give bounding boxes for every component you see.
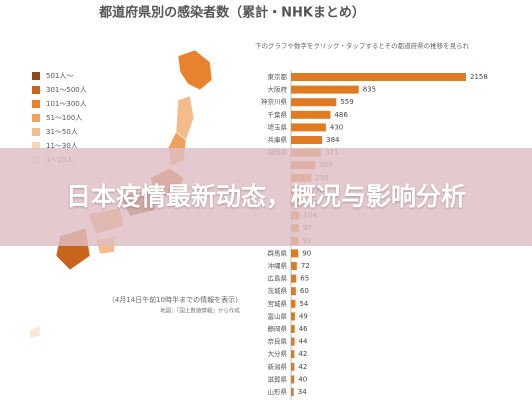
value-label: 44 xyxy=(299,338,308,346)
legend-label: 11～30人 xyxy=(46,142,78,150)
legend-swatch xyxy=(32,86,40,94)
bar xyxy=(291,123,326,132)
value-label: 90 xyxy=(302,249,311,257)
legend-swatch xyxy=(32,142,40,150)
value-label: 486 xyxy=(334,111,348,119)
chart-title: 都道府県別の感染者数（累計・NHKまとめ） xyxy=(98,5,365,21)
category-label: 東京都 xyxy=(268,72,288,81)
bar xyxy=(291,85,359,94)
bar xyxy=(291,312,295,321)
value-label: 430 xyxy=(330,123,343,131)
legend-label: 51～100人 xyxy=(46,114,82,122)
category-label: 群馬県 xyxy=(268,248,288,257)
value-label: 65 xyxy=(300,275,309,283)
bar xyxy=(291,299,296,308)
category-label: 新潟県 xyxy=(268,362,288,371)
value-label: 40 xyxy=(298,375,307,383)
value-label: 46 xyxy=(299,325,308,333)
category-label: 兵庫県 xyxy=(268,135,288,144)
value-label: 384 xyxy=(326,136,340,144)
value-label: 54 xyxy=(299,300,308,308)
category-label: 大阪府 xyxy=(268,85,288,94)
bar xyxy=(291,375,295,384)
value-label: 835 xyxy=(363,86,376,94)
category-label: 大分県 xyxy=(268,349,288,358)
category-label: 滋賀県 xyxy=(268,374,288,383)
legend-swatch xyxy=(32,114,40,122)
category-label: 広島県 xyxy=(268,274,288,283)
category-label: 奈良県 xyxy=(268,337,288,346)
banner: 日本疫情最新动态，概况与影响分析 xyxy=(0,148,532,246)
bar xyxy=(291,362,295,371)
bar xyxy=(291,249,299,258)
category-label: 沖縄県 xyxy=(268,261,288,270)
legend-label: 31～50人 xyxy=(46,128,78,136)
bar xyxy=(291,325,295,333)
value-label: 42 xyxy=(298,363,307,371)
bar xyxy=(291,110,331,119)
source: 地図：「国土数値情報」から作成 xyxy=(160,307,240,315)
legend-swatch xyxy=(32,128,40,136)
category-label: 埼玉県 xyxy=(268,122,288,131)
chart-subtitle: 下のグラフや数字をクリック・タップするとその都道府県の推移を見られ xyxy=(255,41,470,50)
bar xyxy=(291,98,337,107)
category-label: 静岡県 xyxy=(268,324,288,333)
value-label: 72 xyxy=(301,262,310,270)
bar xyxy=(291,73,466,81)
bar xyxy=(291,287,296,296)
value-label: 42 xyxy=(298,350,307,358)
bar xyxy=(291,136,323,144)
category-label: 宮城県 xyxy=(268,299,288,308)
value-label: 2158 xyxy=(470,73,488,81)
bar xyxy=(291,337,295,346)
value-label: 34 xyxy=(298,388,307,396)
bar xyxy=(291,274,297,283)
value-label: 559 xyxy=(340,98,353,106)
legend-swatch xyxy=(32,72,40,80)
note: （4月14日午前10時半までの情報を表示） xyxy=(108,295,242,304)
banner-title: 日本疫情最新动态，概况与影响分析 xyxy=(65,182,466,211)
legend-label: 301～500人 xyxy=(46,86,87,94)
category-label: 千葉県 xyxy=(268,110,288,119)
category-label: 富山県 xyxy=(268,311,288,320)
legend-label: 101～300人 xyxy=(46,100,87,108)
legend-swatch xyxy=(32,100,40,108)
bar xyxy=(291,388,294,396)
category-label: 神奈川県 xyxy=(261,97,288,106)
value-label: 49 xyxy=(299,312,308,320)
value-label: 60 xyxy=(300,287,309,295)
category-label: 山形県 xyxy=(268,387,288,396)
bar xyxy=(291,350,295,359)
category-label: 茨城県 xyxy=(268,286,288,295)
bar xyxy=(291,262,297,270)
legend-label: 501人～ xyxy=(46,72,73,80)
